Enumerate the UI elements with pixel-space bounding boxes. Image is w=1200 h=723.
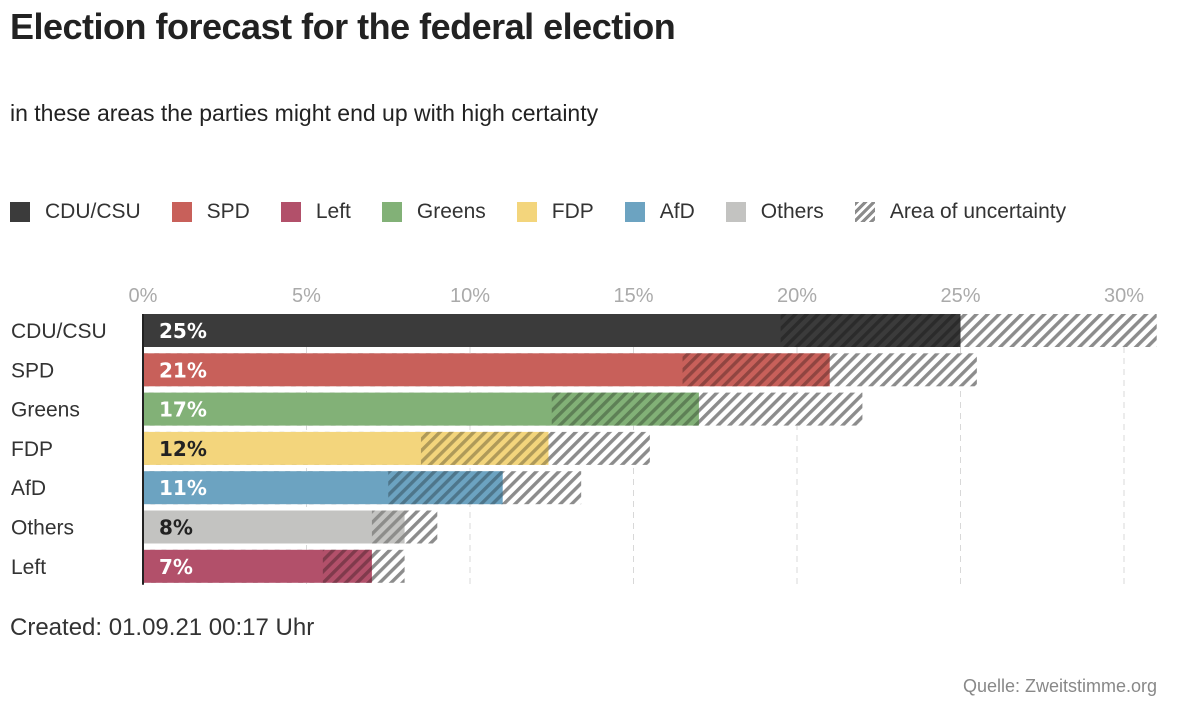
legend-label: AfD bbox=[659, 200, 695, 223]
bar bbox=[143, 510, 405, 544]
legend-item: CDU/CSU bbox=[10, 200, 141, 224]
certainty-range-bar bbox=[420, 431, 549, 465]
certainty-range-bar bbox=[682, 353, 830, 387]
color-swatch-icon bbox=[725, 202, 746, 222]
certainty-range-bar bbox=[551, 392, 699, 426]
x-tick-label: 10% bbox=[450, 285, 490, 307]
certainty-range-bar bbox=[371, 510, 405, 544]
color-swatch-icon bbox=[516, 202, 537, 222]
color-swatch-icon bbox=[171, 202, 192, 222]
created-timestamp: Created: 01.09.21 00:17 Uhr bbox=[10, 614, 315, 641]
legend-item: SPD bbox=[171, 200, 250, 224]
category-label: AfD bbox=[11, 477, 46, 500]
legend-item: AfD bbox=[624, 200, 695, 224]
legend-item: Others bbox=[725, 200, 824, 224]
x-tick-label: 20% bbox=[777, 285, 817, 307]
certainty-range-bar bbox=[388, 471, 503, 505]
legend-label: Area of uncertainty bbox=[889, 200, 1067, 223]
x-tick-label: 15% bbox=[613, 285, 653, 307]
category-label: Left bbox=[11, 556, 46, 579]
source-credit: Quelle: Zweitstimme.org bbox=[962, 676, 1157, 696]
color-swatch-icon bbox=[381, 202, 402, 222]
legend-item: Left bbox=[280, 200, 351, 224]
value-label: 17% bbox=[159, 398, 207, 422]
legend-label: Greens bbox=[416, 200, 486, 223]
x-tick-label: 30% bbox=[1104, 285, 1144, 307]
certainty-range-bar bbox=[322, 549, 372, 583]
certainty-range-bar bbox=[780, 314, 961, 347]
category-label: Others bbox=[11, 517, 74, 540]
legend-label: Others bbox=[760, 200, 824, 223]
category-label: Greens bbox=[11, 399, 80, 422]
legend-item: Greens bbox=[381, 200, 486, 224]
legend-label: FDP bbox=[551, 200, 594, 223]
bar-chart: 0% 5% 10% 15% 20% 25% 30% CDU/CSU 25% SPD 21% Green… bbox=[11, 285, 1157, 585]
value-label: 21% bbox=[159, 358, 207, 382]
value-label: 8% bbox=[159, 516, 193, 540]
legend-label: Left bbox=[315, 200, 351, 223]
legend-label: SPD bbox=[206, 200, 250, 223]
hatch-swatch-icon bbox=[854, 202, 875, 222]
value-label: 7% bbox=[159, 555, 193, 579]
category-label: FDP bbox=[11, 438, 53, 461]
value-label: 25% bbox=[159, 319, 207, 343]
legend-item: FDP bbox=[516, 200, 594, 224]
legend-item: Area of uncertainty bbox=[854, 200, 1067, 224]
chart-subtitle: in these areas the parties might end up … bbox=[10, 100, 599, 126]
x-tick-label: 5% bbox=[292, 285, 321, 307]
value-label: 11% bbox=[159, 476, 207, 500]
category-label: CDU/CSU bbox=[11, 320, 107, 343]
color-swatch-icon bbox=[280, 202, 301, 222]
x-tick-label: 25% bbox=[940, 285, 980, 307]
legend: CDU/CSU SPD Left Greens FDP AfD Others Area of … bbox=[10, 200, 1097, 224]
category-label: SPD bbox=[11, 359, 54, 382]
color-swatch-icon bbox=[624, 202, 645, 222]
value-label: 12% bbox=[159, 437, 207, 461]
color-swatch-icon bbox=[10, 202, 30, 222]
x-tick-label: 0% bbox=[129, 285, 158, 307]
legend-label: CDU/CSU bbox=[45, 200, 141, 223]
chart-title: Election forecast for the federal electi… bbox=[10, 6, 676, 47]
